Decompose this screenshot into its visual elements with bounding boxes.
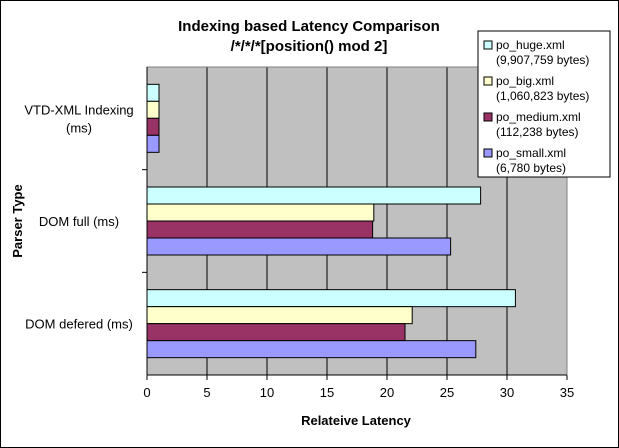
legend-swatch: [483, 148, 493, 158]
category-label-line2: (ms): [66, 120, 92, 135]
x-tick-label: 15: [320, 385, 334, 400]
x-axis-title: Relateive Latency: [301, 413, 412, 428]
bar-po-huge-xml-3: [146, 289, 516, 308]
bar-po-medium-xml-3: [146, 323, 406, 342]
bar-po-medium-xml-2: [146, 220, 374, 239]
bar-po-big-xml-1: [146, 100, 160, 119]
legend-swatch: [483, 76, 493, 86]
bar-po-small-xml-3: [146, 340, 477, 359]
bar-po-small-xml-1: [146, 134, 160, 153]
category-label: DOM defered (ms): [25, 317, 133, 332]
legend-detail: (6,780 bytes): [496, 161, 566, 175]
x-tick-label: 30: [500, 385, 514, 400]
chart-title: Indexing based Latency Comparison: [178, 18, 440, 35]
axes: 0 5 10 15 20 25 30 35 VTD-XML Indexing (ms) DOM fu…: [24, 66, 574, 400]
x-tick-label: 35: [560, 385, 574, 400]
category-label: DOM full (ms): [39, 214, 119, 229]
x-tick-label: 10: [260, 385, 274, 400]
legend-detail: (9,907,759 bytes): [496, 53, 589, 67]
bar-po-huge-xml-1: [146, 83, 160, 102]
bar-po-big-xml-3: [146, 306, 413, 325]
y-axis-title: Parser Type: [10, 184, 25, 257]
x-tick-label: 5: [203, 385, 210, 400]
legend-detail: (112,238 bytes): [496, 125, 579, 139]
legend-label: po_huge.xml: [496, 38, 565, 52]
legend-detail: (1,060,823 bytes): [496, 89, 589, 103]
x-tick-label: 0: [143, 385, 150, 400]
bar-po-small-xml-2: [146, 237, 452, 256]
bar-po-big-xml-2: [146, 203, 375, 222]
legend-label: po_small.xml: [496, 146, 566, 160]
legend-label: po_medium.xml: [496, 110, 581, 124]
legend-swatch: [483, 40, 493, 50]
chart-subtitle: /*/*/*[position() mod 2]: [231, 38, 388, 55]
category-label: VTD-XML Indexing: [24, 102, 133, 117]
bar-po-huge-xml-2: [146, 186, 482, 205]
legend: po_huge.xml(9,907,759 bytes)po_big.xml(1…: [477, 30, 611, 178]
x-tick-label: 20: [380, 385, 394, 400]
legend-label: po_big.xml: [496, 74, 554, 88]
x-tick-label: 25: [440, 385, 454, 400]
bar-po-medium-xml-1: [146, 117, 160, 136]
legend-box: [477, 30, 611, 178]
legend-swatch: [483, 112, 493, 122]
